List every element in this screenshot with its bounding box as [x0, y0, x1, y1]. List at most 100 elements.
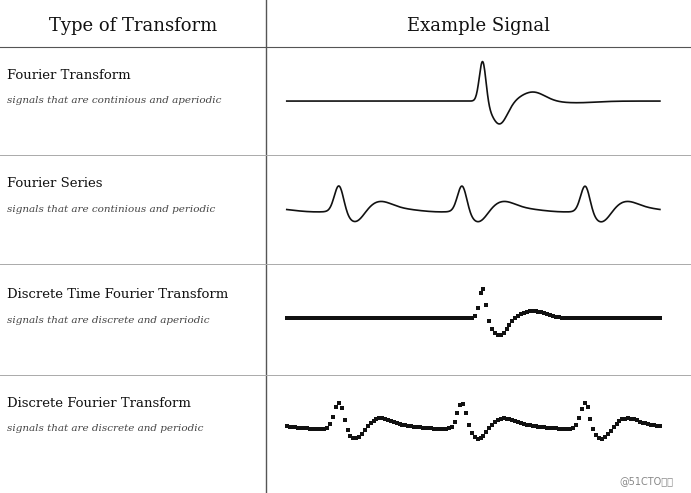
- Point: [379, 314, 390, 322]
- Point: [518, 309, 529, 317]
- Point: [617, 416, 628, 423]
- Point: [397, 314, 408, 322]
- Point: [313, 314, 324, 322]
- Point: [574, 314, 585, 322]
- Text: Fourier Transform: Fourier Transform: [7, 69, 131, 82]
- Point: [478, 285, 489, 293]
- Point: [493, 416, 504, 424]
- Point: [391, 314, 402, 322]
- Text: signals that are continious and periodic: signals that are continious and periodic: [7, 205, 215, 213]
- Point: [330, 314, 341, 322]
- Point: [423, 424, 434, 432]
- Point: [599, 433, 610, 441]
- Point: [362, 423, 373, 430]
- Point: [316, 314, 327, 322]
- Point: [507, 317, 518, 325]
- Point: [403, 314, 414, 322]
- Point: [591, 431, 602, 439]
- Point: [296, 314, 307, 322]
- Point: [645, 421, 656, 429]
- Point: [362, 314, 373, 322]
- Point: [553, 424, 564, 432]
- Point: [542, 424, 553, 432]
- Point: [550, 424, 561, 432]
- Point: [415, 423, 426, 431]
- Point: [596, 314, 607, 322]
- Point: [333, 314, 344, 322]
- Point: [556, 425, 567, 433]
- Point: [562, 314, 573, 322]
- Point: [337, 404, 348, 412]
- Point: [457, 314, 468, 322]
- Point: [654, 314, 665, 322]
- Text: Discrete Time Fourier Transform: Discrete Time Fourier Transform: [7, 288, 228, 301]
- Point: [365, 314, 376, 322]
- Point: [649, 314, 660, 322]
- Point: [461, 409, 472, 417]
- Point: [432, 425, 443, 433]
- Point: [290, 314, 301, 322]
- Point: [391, 419, 402, 427]
- Point: [457, 400, 468, 408]
- Point: [333, 399, 344, 407]
- Point: [408, 314, 419, 322]
- Point: [435, 314, 446, 322]
- Point: [634, 314, 645, 322]
- Point: [605, 427, 616, 435]
- Point: [348, 434, 359, 442]
- Point: [293, 424, 304, 432]
- Point: [411, 314, 422, 322]
- Point: [547, 312, 558, 320]
- Point: [617, 314, 628, 322]
- Point: [290, 423, 301, 431]
- Point: [426, 424, 437, 432]
- Point: [475, 289, 486, 297]
- Point: [585, 415, 596, 423]
- Point: [637, 419, 648, 426]
- Point: [313, 425, 324, 433]
- Point: [637, 314, 648, 322]
- Point: [325, 314, 336, 322]
- Point: [643, 421, 654, 428]
- Point: [354, 314, 365, 322]
- Point: [481, 428, 492, 436]
- Point: [571, 314, 582, 322]
- Point: [547, 424, 558, 432]
- Point: [654, 423, 665, 430]
- Point: [337, 314, 348, 322]
- Point: [432, 314, 443, 322]
- Point: [518, 420, 529, 428]
- Point: [406, 423, 417, 430]
- Point: [365, 419, 376, 427]
- Point: [530, 423, 541, 430]
- Point: [625, 314, 636, 322]
- Point: [510, 314, 521, 322]
- Point: [527, 307, 538, 315]
- Text: signals that are continious and aperiodic: signals that are continious and aperiodi…: [7, 96, 221, 105]
- Point: [504, 415, 515, 423]
- Point: [325, 421, 336, 428]
- Point: [484, 424, 495, 432]
- Point: [539, 310, 550, 317]
- Point: [539, 423, 550, 431]
- Point: [571, 421, 582, 429]
- Point: [545, 424, 556, 432]
- Point: [423, 314, 434, 322]
- Point: [567, 424, 578, 432]
- Point: [545, 312, 556, 319]
- Point: [489, 329, 500, 337]
- Point: [524, 307, 536, 315]
- Point: [562, 425, 573, 433]
- Point: [408, 423, 419, 431]
- Point: [628, 416, 639, 423]
- Point: [481, 301, 492, 309]
- Point: [301, 424, 312, 432]
- Point: [426, 314, 437, 322]
- Point: [582, 314, 593, 322]
- Point: [322, 314, 333, 322]
- Point: [281, 423, 292, 430]
- Point: [443, 314, 454, 322]
- Point: [446, 314, 457, 322]
- Point: [632, 417, 643, 424]
- Point: [464, 314, 475, 322]
